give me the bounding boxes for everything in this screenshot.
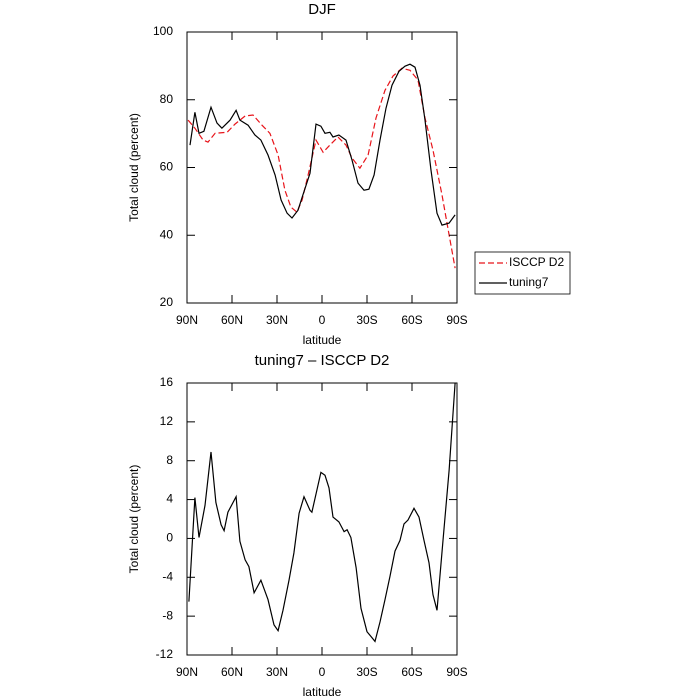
y-tick-label: 12 xyxy=(160,414,174,428)
legend-box xyxy=(474,251,571,295)
x-tick-label: 90S xyxy=(446,665,467,679)
y-tick-label: -4 xyxy=(162,569,173,583)
x-tick-label: 60N xyxy=(221,313,243,327)
x-tick-label: 30N xyxy=(266,665,288,679)
x-axis-label: latitude xyxy=(303,333,342,347)
x-tick-label: 60S xyxy=(401,313,422,327)
y-tick-label: 40 xyxy=(160,227,174,241)
plot-frame xyxy=(186,382,458,656)
x-tick-label: 60N xyxy=(221,665,243,679)
y-tick-label: 0 xyxy=(166,531,173,545)
y-tick-label: 16 xyxy=(160,375,174,389)
y-tick-label: 80 xyxy=(160,92,174,106)
x-tick-label: 0 xyxy=(319,313,326,327)
x-tick-label: 90S xyxy=(446,313,467,327)
y-tick-label: 20 xyxy=(160,295,174,309)
x-tick-label: 30S xyxy=(356,313,377,327)
y-tick-label: 60 xyxy=(160,160,174,174)
y-tick-label: -8 xyxy=(162,608,173,622)
y-tick-label: 100 xyxy=(153,24,173,38)
chart-title: tuning7 – ISCCP D2 xyxy=(255,352,390,369)
legend-label: ISCCP D2 xyxy=(509,255,564,269)
y-axis-label: Total cloud (percent) xyxy=(127,465,141,574)
x-tick-label: 60S xyxy=(401,665,422,679)
data-line xyxy=(188,382,456,643)
y-tick-label: 8 xyxy=(166,453,173,467)
data-line xyxy=(189,63,456,226)
data-line xyxy=(187,67,456,269)
x-tick-label: 90N xyxy=(176,313,198,327)
x-axis-label: latitude xyxy=(303,685,342,699)
y-tick-label: -12 xyxy=(156,647,174,661)
x-tick-label: 30S xyxy=(356,665,377,679)
x-tick-label: 0 xyxy=(319,665,326,679)
y-axis-label: Total cloud (percent) xyxy=(127,113,141,222)
y-tick-label: 4 xyxy=(166,492,173,506)
x-tick-label: 30N xyxy=(266,313,288,327)
chart-title: DJF xyxy=(308,1,336,18)
x-tick-label: 90N xyxy=(176,665,198,679)
legend-label: tuning7 xyxy=(509,275,549,289)
